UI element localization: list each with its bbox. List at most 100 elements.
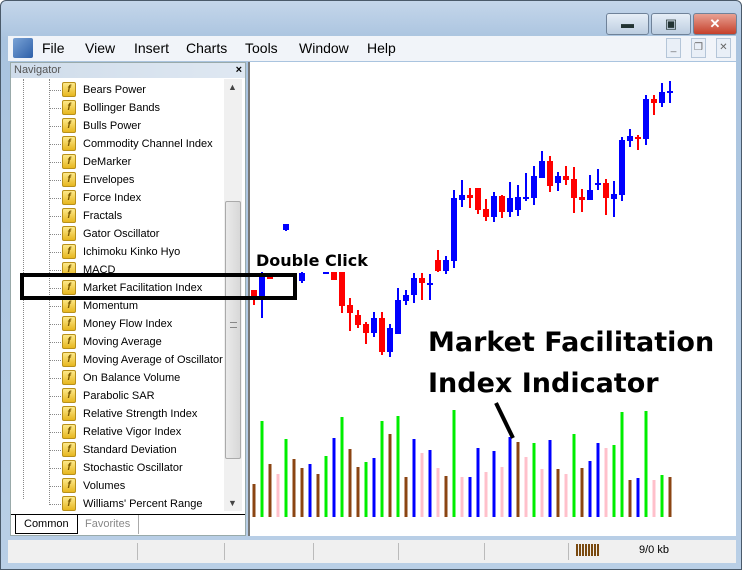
indicator-function-icon: f bbox=[62, 316, 76, 331]
scroll-up-icon[interactable]: ▲ bbox=[228, 82, 237, 92]
menu-insert[interactable]: Insert bbox=[134, 40, 170, 56]
mfi-bar bbox=[540, 469, 544, 517]
navigator-item[interactable]: f Gator Oscillator bbox=[11, 225, 223, 243]
status-bar: 9/0 kb bbox=[8, 540, 736, 563]
indicator-function-icon: f bbox=[62, 154, 76, 169]
navigator-item[interactable]: f Williams' Percent Range bbox=[11, 495, 223, 513]
mfi-bar bbox=[252, 484, 256, 517]
candle-body bbox=[619, 140, 625, 195]
close-button[interactable]: ✕ bbox=[693, 13, 737, 35]
tree-connector bbox=[49, 504, 61, 505]
navigator-item[interactable]: f Market Facilitation Index bbox=[11, 279, 223, 297]
menu-help[interactable]: Help bbox=[367, 40, 396, 56]
navigator-item[interactable]: f Bulls Power bbox=[11, 117, 223, 135]
indicator-function-icon: f bbox=[62, 334, 76, 349]
child-minimize-button[interactable]: _ bbox=[666, 38, 681, 58]
navigator-item[interactable]: f Stochastic Oscillator bbox=[11, 459, 223, 477]
candle-body bbox=[515, 197, 521, 210]
mfi-bar bbox=[460, 477, 464, 517]
mfi-bar bbox=[668, 477, 672, 517]
navigator-item-label: Money Flow Index bbox=[83, 318, 173, 330]
navigator-item-label: Gator Oscillator bbox=[83, 228, 160, 240]
navigator-item[interactable]: f Volumes bbox=[11, 477, 223, 495]
indicator-function-icon: f bbox=[62, 478, 76, 493]
mfi-bar bbox=[476, 448, 480, 517]
navigator-item-label: On Balance Volume bbox=[83, 372, 181, 384]
mfi-bar bbox=[652, 480, 656, 517]
candle-body bbox=[387, 328, 393, 352]
menu-view[interactable]: View bbox=[85, 40, 116, 56]
navigator-item[interactable]: f Standard Deviation bbox=[11, 441, 223, 459]
navigator-title: Navigator bbox=[14, 64, 62, 76]
indicator-function-icon: f bbox=[62, 298, 76, 313]
navigator-item[interactable]: f Force Index bbox=[11, 189, 223, 207]
minimize-button[interactable]: ▬ bbox=[606, 13, 649, 35]
traffic-status: 9/0 kb bbox=[639, 544, 669, 556]
navigator-scrollbar[interactable]: ▲ ▼ bbox=[224, 79, 242, 511]
mfi-bar bbox=[268, 464, 272, 517]
child-close-button[interactable]: ✕ bbox=[716, 38, 731, 58]
mfi-bar bbox=[516, 442, 520, 517]
tree-connector bbox=[49, 216, 61, 217]
tree-connector bbox=[49, 270, 61, 271]
navigator-item[interactable]: f On Balance Volume bbox=[11, 369, 223, 387]
indicator-function-icon: f bbox=[62, 226, 76, 241]
tree-connector bbox=[49, 162, 61, 163]
navigator-item[interactable]: f Bollinger Bands bbox=[11, 99, 223, 117]
candle-body bbox=[323, 272, 329, 274]
navigator-item[interactable]: f Money Flow Index bbox=[11, 315, 223, 333]
mfi-bar bbox=[388, 434, 392, 517]
navigator-item[interactable]: f Relative Strength Index bbox=[11, 405, 223, 423]
mfi-bar bbox=[300, 468, 304, 517]
child-restore-button[interactable]: ❐ bbox=[691, 38, 706, 58]
candle-body bbox=[579, 197, 585, 200]
menu-bar: File View Insert Charts Tools Window Hel… bbox=[8, 36, 736, 61]
navigator-item[interactable]: f Ichimoku Kinko Hyo bbox=[11, 243, 223, 261]
navigator-close-icon[interactable]: × bbox=[235, 64, 242, 76]
double-click-label: Double Click bbox=[256, 251, 368, 270]
candle-body bbox=[355, 315, 361, 325]
tree-connector bbox=[49, 180, 61, 181]
candle-body bbox=[539, 161, 545, 178]
tab-favorites[interactable]: Favorites bbox=[77, 515, 140, 534]
tree-connector bbox=[49, 360, 61, 361]
navigator-item[interactable]: f Envelopes bbox=[11, 171, 223, 189]
candle-body bbox=[499, 196, 505, 212]
menu-file[interactable]: File bbox=[42, 40, 65, 56]
mfi-bar bbox=[420, 453, 424, 517]
indicator-label-line1: Market Facilitation bbox=[428, 327, 715, 358]
mfi-bar bbox=[564, 474, 568, 517]
mfi-bar bbox=[612, 445, 616, 517]
navigator-item[interactable]: f Fractals bbox=[11, 207, 223, 225]
tree-connector bbox=[49, 414, 61, 415]
navigator-item[interactable]: f Bears Power bbox=[11, 81, 223, 99]
candle-body bbox=[435, 260, 441, 271]
navigator-item-label: Bulls Power bbox=[83, 120, 142, 132]
scroll-down-icon[interactable]: ▼ bbox=[228, 498, 237, 508]
tree-connector bbox=[49, 324, 61, 325]
navigator-item[interactable]: f DeMarker bbox=[11, 153, 223, 171]
tree-connector bbox=[49, 234, 61, 235]
mfi-bar bbox=[628, 480, 632, 517]
price-chart[interactable] bbox=[248, 62, 736, 536]
navigator-item[interactable]: f Parabolic SAR bbox=[11, 387, 223, 405]
maximize-button[interactable]: ▣ bbox=[651, 13, 691, 35]
mfi-bar bbox=[660, 475, 664, 517]
candle-body bbox=[363, 324, 369, 333]
highlight-box bbox=[20, 273, 297, 300]
navigator-item[interactable]: f Relative Vigor Index bbox=[11, 423, 223, 441]
tab-common[interactable]: Common bbox=[15, 515, 78, 534]
candle-body bbox=[411, 278, 417, 295]
tree-connector bbox=[49, 288, 61, 289]
navigator-item-label: Bears Power bbox=[83, 84, 146, 96]
scrollbar-thumb[interactable] bbox=[225, 201, 241, 459]
minimize-icon: ▬ bbox=[621, 16, 634, 31]
menu-tools[interactable]: Tools bbox=[245, 40, 278, 56]
navigator-item[interactable]: f Moving Average of Oscillator bbox=[11, 351, 223, 369]
navigator-item[interactable]: f Commodity Channel Index bbox=[11, 135, 223, 153]
menu-charts[interactable]: Charts bbox=[186, 40, 228, 56]
mfi-bar bbox=[284, 439, 288, 517]
menu-window[interactable]: Window bbox=[299, 40, 349, 56]
mfi-bar bbox=[260, 421, 264, 517]
navigator-item[interactable]: f Moving Average bbox=[11, 333, 223, 351]
